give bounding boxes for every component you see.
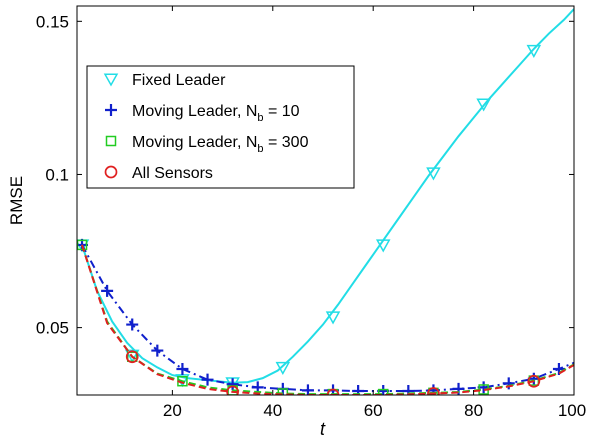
series-2-marker (77, 239, 88, 251)
legend-label-2: Moving Leader, Nb = 300 (132, 134, 309, 155)
series-1-marker (352, 385, 365, 395)
y-tick-label: 0.15 (36, 12, 69, 31)
series-0-marker (426, 167, 441, 181)
series-0-marker (275, 361, 291, 375)
legend-label-0: Fixed Leader (132, 72, 226, 89)
x-tick-label: 20 (163, 401, 182, 420)
series-3-marker (427, 387, 440, 395)
series-line-3 (81, 244, 574, 395)
series-0-marker (375, 239, 391, 253)
x-axis-label: t (320, 419, 326, 439)
series-line-0 (81, 8, 574, 384)
series-1-marker (201, 373, 214, 386)
plot-area (77, 8, 574, 395)
legend-entry-0: Fixed Leader (103, 72, 226, 89)
x-tick-label: 40 (263, 401, 282, 420)
legend-entry-3: All Sensors (104, 165, 213, 182)
x-tick-label: 100 (558, 401, 586, 420)
series-1-marker (402, 385, 415, 395)
legend-label-tail: = 10 (264, 103, 300, 120)
series-1-marker (301, 384, 314, 395)
y-tick-label: 0.05 (36, 319, 69, 338)
y-axis-label: RMSE (7, 176, 26, 225)
series-3-marker (326, 388, 340, 395)
legend-marker-2 (105, 135, 117, 147)
series-3-marker (125, 350, 139, 364)
series-3-marker (527, 374, 541, 388)
x-tick-label: 80 (464, 401, 483, 420)
legend-marker-1 (105, 104, 117, 116)
series-1-marker (176, 362, 189, 375)
series-1-marker (151, 344, 164, 357)
y-tick-label: 0.1 (45, 165, 69, 184)
x-tick-label: 60 (364, 401, 383, 420)
series-1-marker (126, 318, 139, 331)
legend-label-3: All Sensors (132, 165, 213, 182)
series-3 (81, 244, 574, 395)
series-0-marker (476, 98, 491, 112)
legend-box (86, 65, 355, 189)
legend-marker-0 (103, 73, 119, 87)
series-1-marker (226, 378, 239, 391)
series-0-marker (325, 311, 341, 325)
legend-entry-2: Moving Leader, Nb = 300 (105, 134, 309, 155)
legend-label-sub: b (257, 112, 263, 124)
series-2-marker (126, 351, 138, 362)
axes-frame (76, 5, 575, 396)
axes: 20 40 60 80 100 0.05 0.1 0.15 t RMSE (7, 5, 586, 439)
legend-label-sub: b (257, 143, 263, 155)
legend-label-tail: = 300 (264, 134, 309, 151)
legend-marker-3 (104, 165, 118, 179)
series-3-marker (226, 385, 239, 395)
series-0-marker (526, 44, 542, 58)
series-1-marker (101, 284, 114, 297)
